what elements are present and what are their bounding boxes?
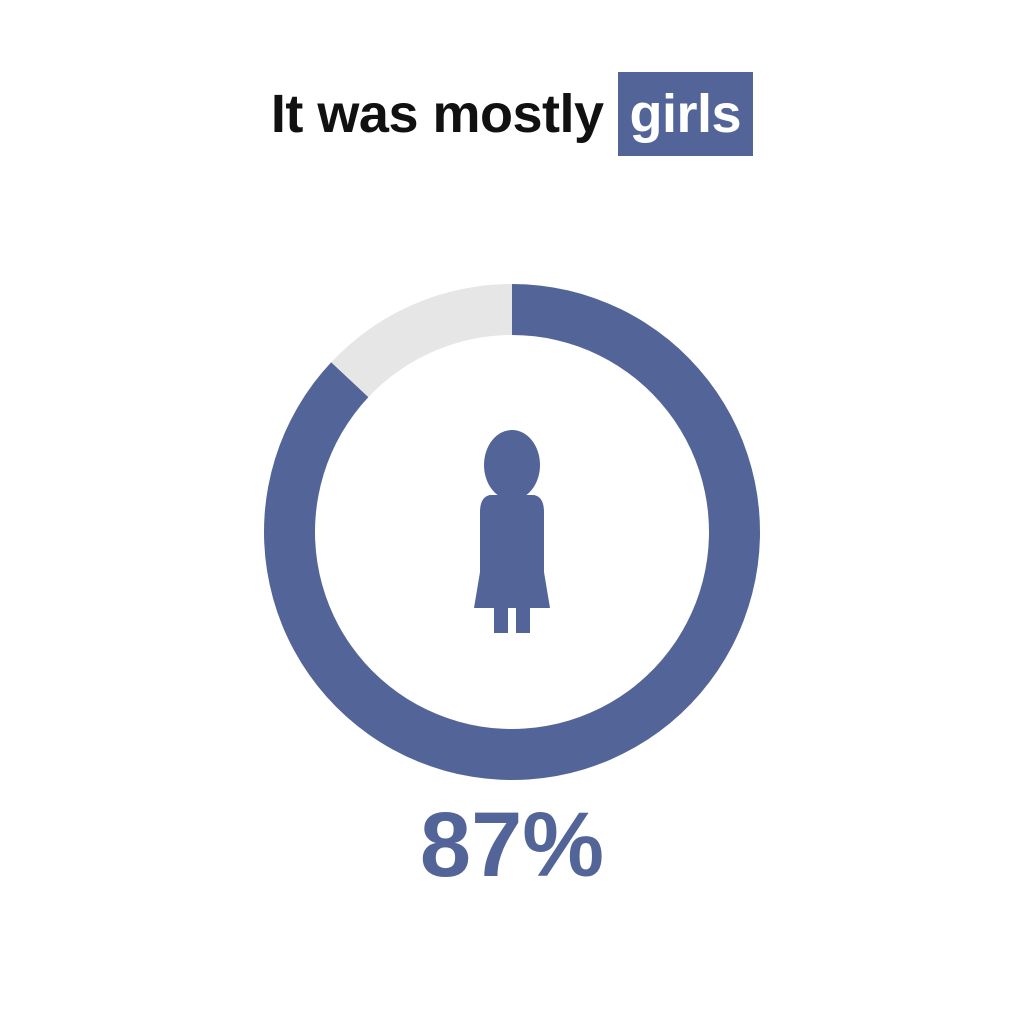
- donut-slice-other: [331, 284, 512, 398]
- percent-value: 87%: [419, 794, 605, 896]
- girl-icon: [474, 430, 550, 633]
- title-prefix: It was mostly: [270, 84, 604, 144]
- title-highlight: girls: [617, 72, 754, 156]
- donut-slices: [263, 284, 760, 780]
- chart-title: It was mostly girls: [0, 72, 1024, 156]
